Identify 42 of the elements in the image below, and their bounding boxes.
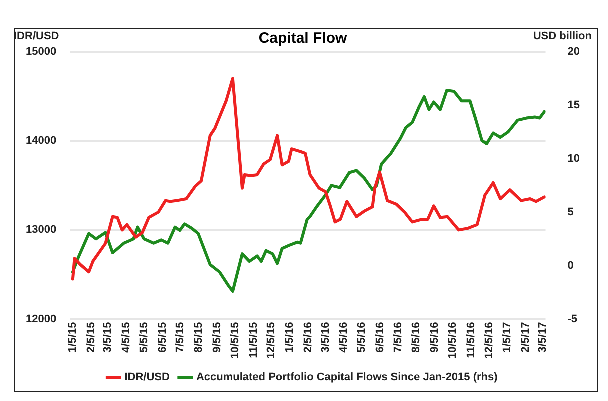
x-tick-label: 1/5/15 bbox=[67, 322, 79, 353]
y2-tick-label: 5 bbox=[568, 206, 574, 218]
y-tick-label: 15000 bbox=[26, 46, 57, 58]
x-tick-label: 3/5/15 bbox=[102, 322, 114, 353]
x-tick-label: 2/5/16 bbox=[302, 322, 315, 353]
x-tick-label: 11/5/16 bbox=[465, 322, 478, 358]
x-tick-label: 1/5/16 bbox=[284, 322, 296, 353]
y-tick-label: 14000 bbox=[26, 135, 57, 148]
x-tick-label: 12/5/16 bbox=[483, 322, 496, 359]
x-tick-label: 3/5/16 bbox=[320, 322, 332, 353]
x-tick-label: 4/5/15 bbox=[120, 322, 133, 353]
y2-tick-label: 15 bbox=[568, 99, 580, 112]
y-tick-label: 12000 bbox=[26, 313, 57, 326]
y2-tick-label: 10 bbox=[568, 152, 580, 165]
y-axis-title: IDR/USD bbox=[14, 30, 60, 43]
x-tick-label: 10/5/15 bbox=[229, 322, 242, 359]
x-tick-label: 1/5/17 bbox=[502, 322, 514, 353]
x-tick-label: 2/5/17 bbox=[520, 322, 532, 353]
x-tick-label: 4/5/16 bbox=[338, 322, 350, 353]
x-tick-label: 9/5/16 bbox=[429, 322, 442, 353]
x-tick-label: 10/5/16 bbox=[447, 322, 460, 359]
x-tick-label: 2/5/15 bbox=[85, 322, 98, 353]
y2-tick-label: 0 bbox=[568, 260, 574, 272]
x-tick-label: 9/5/15 bbox=[212, 322, 224, 353]
legend-label: IDR/USD bbox=[124, 372, 170, 384]
x-tick-label: 3/5/17 bbox=[536, 322, 549, 353]
x-tick-label: 5/5/16 bbox=[356, 322, 368, 353]
legend-label: Accumulated Portfolio Capital Flows Since Jan-2015 (rhs) bbox=[196, 372, 498, 384]
x-tick-label: 8/5/15 bbox=[193, 322, 206, 353]
y-tick-label: 13000 bbox=[26, 224, 57, 236]
x-tick-label: 8/5/16 bbox=[410, 322, 423, 353]
x-tick-label: 6/5/15 bbox=[156, 322, 169, 353]
x-tick-label: 7/5/15 bbox=[174, 322, 187, 353]
x-tick-label: 6/5/16 bbox=[374, 322, 386, 353]
y2-axis-title: USD billion bbox=[533, 30, 592, 43]
x-tick-label: 5/5/15 bbox=[138, 322, 150, 353]
x-tick-label: 12/5/15 bbox=[266, 322, 278, 359]
x-tick-label: 11/5/15 bbox=[248, 322, 260, 358]
chart-title: Capital Flow bbox=[258, 30, 348, 48]
y2-tick-label: 20 bbox=[568, 46, 580, 58]
x-tick-label: 7/5/16 bbox=[392, 322, 404, 353]
y2-tick-label: -5 bbox=[568, 313, 578, 326]
